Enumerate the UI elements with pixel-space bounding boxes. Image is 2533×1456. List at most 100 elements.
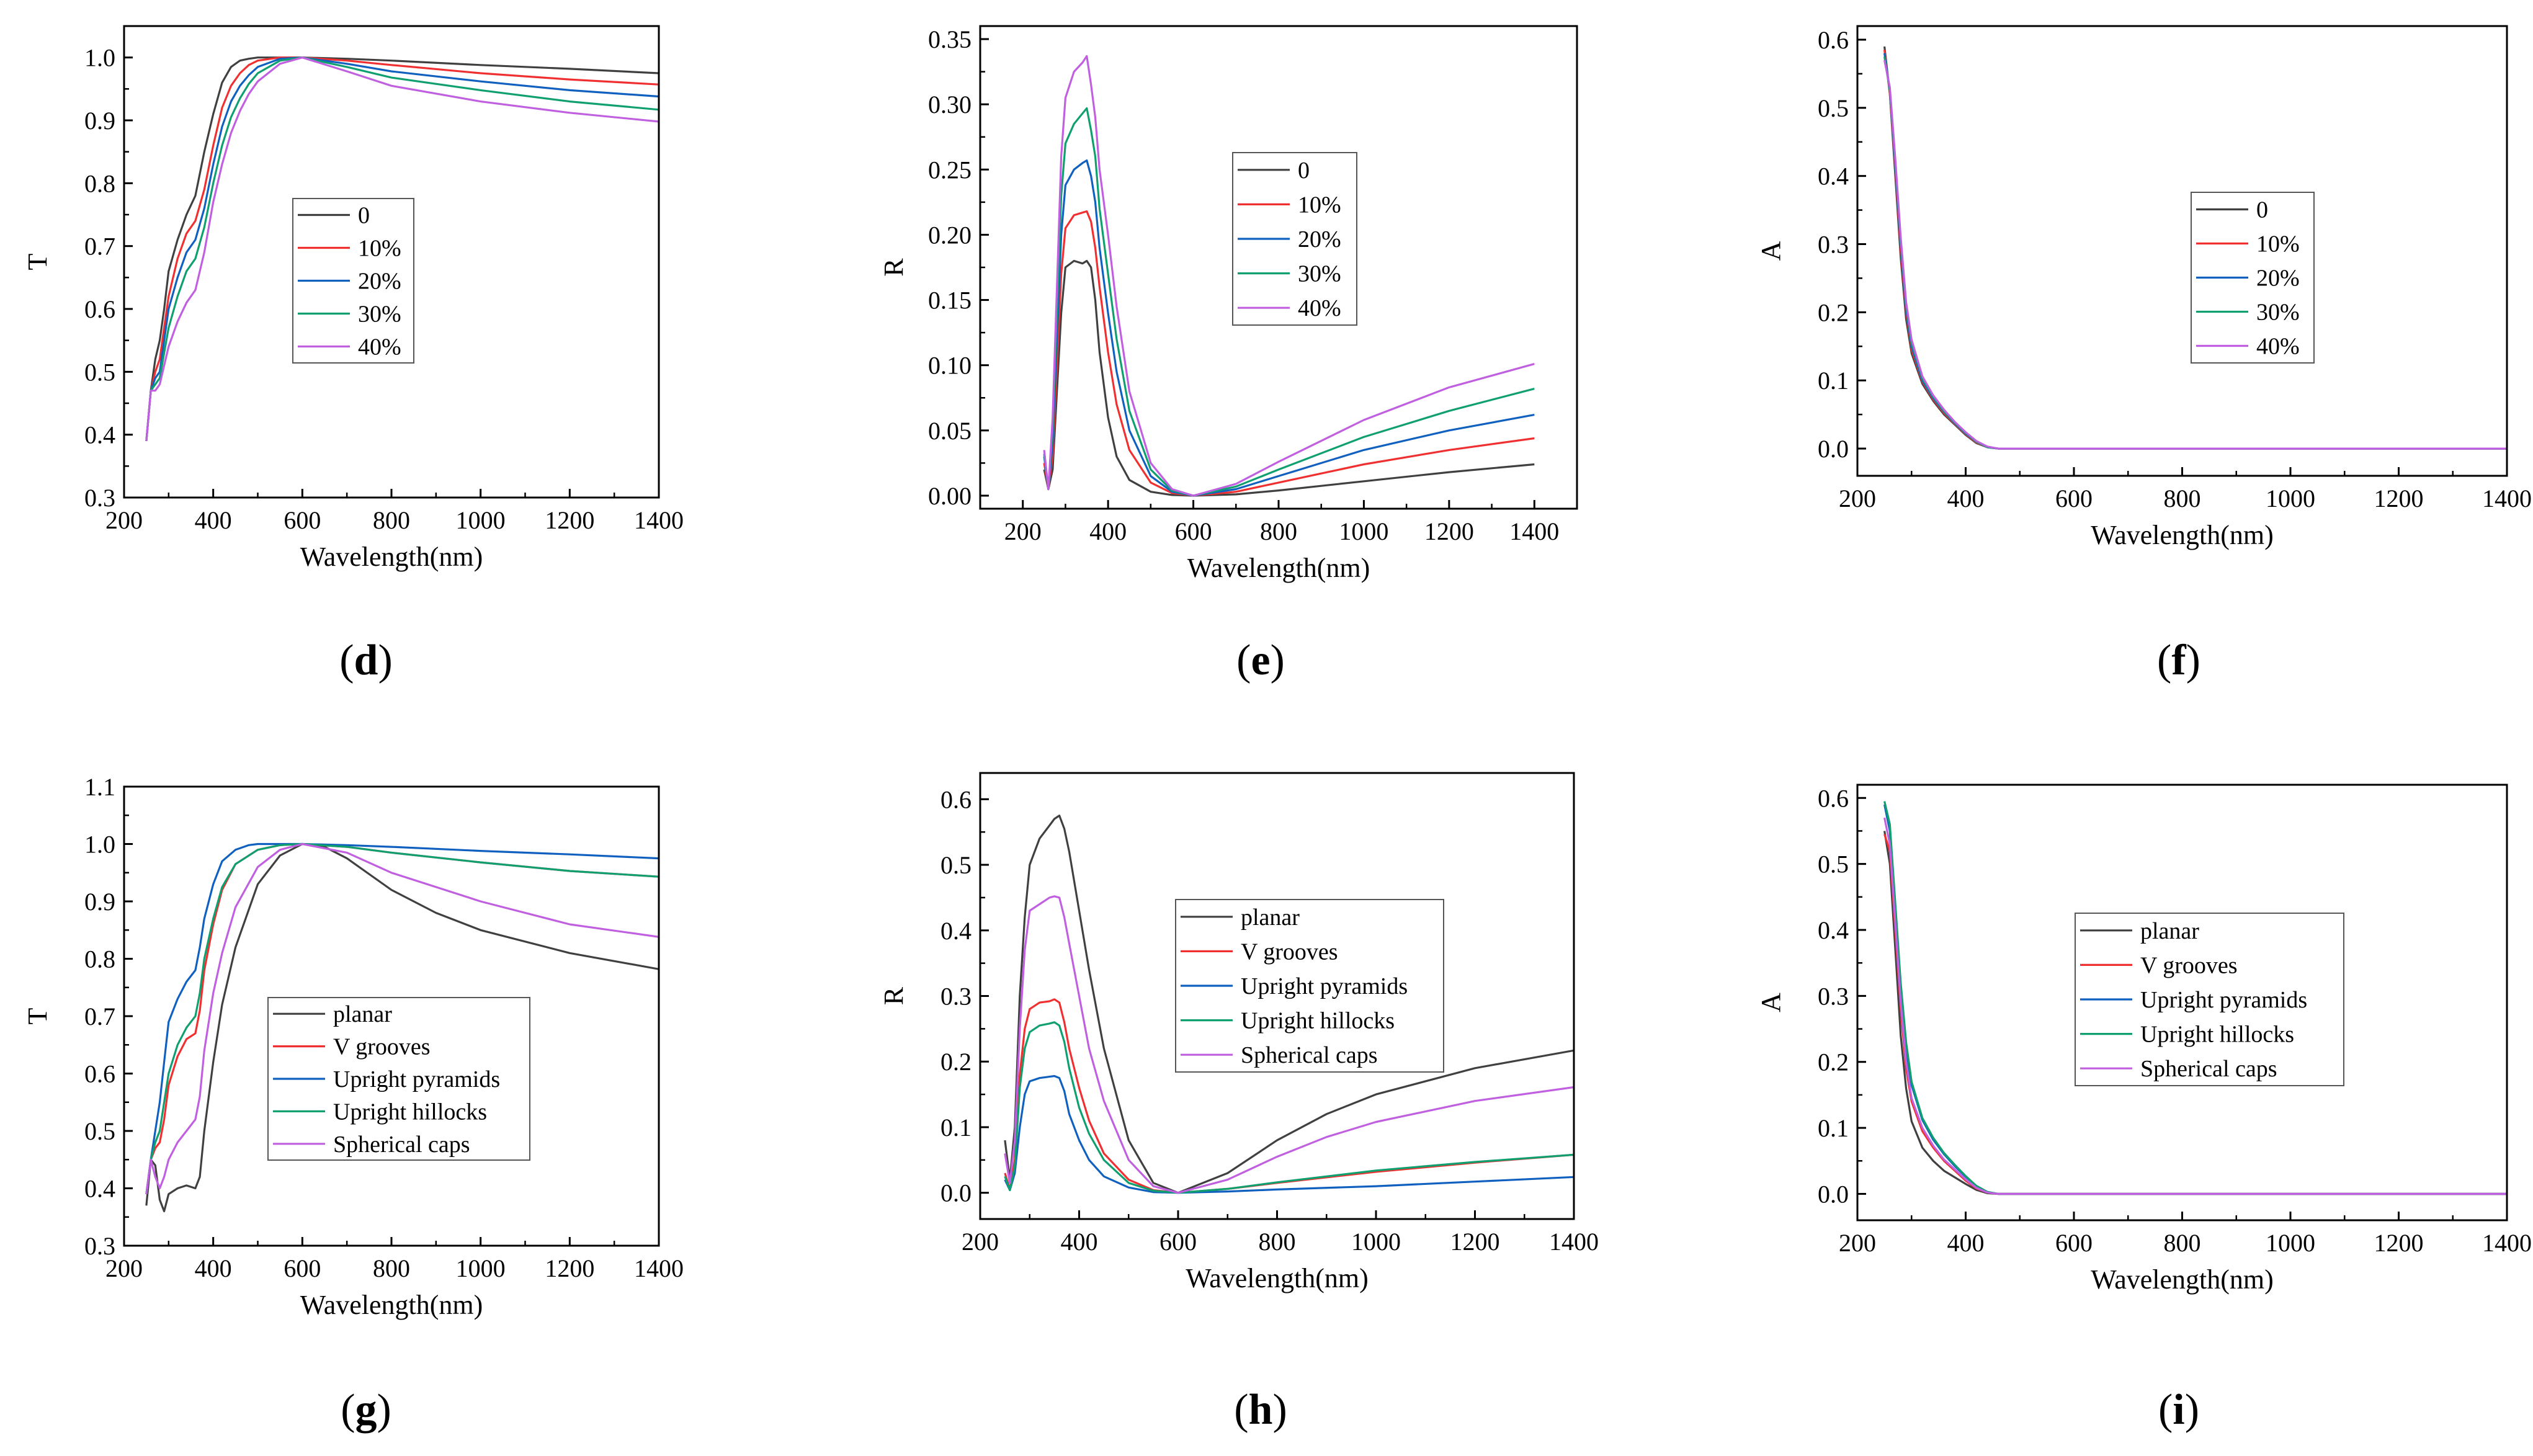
y-tick-label-e-6: 0.30 xyxy=(928,91,972,118)
y-tick-label-d-6: 0.9 xyxy=(84,107,115,135)
x-tick-label-i-2: 600 xyxy=(2055,1229,2093,1257)
x-axis-title-e: Wavelength(nm) xyxy=(1187,553,1370,583)
series-line-d-2 xyxy=(145,56,659,441)
chart-panel-g: 200 400 600 800 1000 1200 1400 0.3 0.4 0.5 0.6 0.7 0… xyxy=(22,773,684,1434)
y-tick-label-h-6: 0.6 xyxy=(940,785,972,813)
x-axis-title-f: Wavelength(nm) xyxy=(2091,520,2274,550)
x-tick-label-f-0: 200 xyxy=(1839,485,1876,512)
x-tick-label-i-6: 1400 xyxy=(2482,1229,2532,1257)
x-tick-label-h-0: 200 xyxy=(962,1228,999,1256)
chart-panel-h: 200 400 600 800 1000 1200 1400 0.0 0.1 0.2 0.3 0.4 0… xyxy=(878,772,1599,1434)
series-line-e-2 xyxy=(1043,159,1535,497)
y-tick-label-g-7: 1.0 xyxy=(84,831,115,859)
legend-label-g-1: V grooves xyxy=(333,1034,431,1060)
legend-label-g-3: Upright hillocks xyxy=(333,1099,487,1125)
x-tick-label-e-4: 1000 xyxy=(1339,517,1388,545)
legend-label-e-4: 40% xyxy=(1298,295,1341,321)
series-line-d-1 xyxy=(145,56,659,441)
legend-label-e-1: 10% xyxy=(1298,192,1341,218)
x-axis-title-i: Wavelength(nm) xyxy=(2091,1264,2274,1295)
y-tick-label-e-2: 0.10 xyxy=(928,352,972,380)
x-tick-label-d-4: 1000 xyxy=(456,506,506,534)
series-line-g-0 xyxy=(145,842,659,1213)
y-tick-label-h-2: 0.2 xyxy=(940,1048,972,1076)
y-tick-label-g-3: 0.6 xyxy=(84,1060,115,1088)
x-axis-title-h: Wavelength(nm) xyxy=(1186,1263,1369,1293)
x-tick-label-g-6: 1400 xyxy=(634,1254,684,1282)
y-tick-label-i-6: 0.6 xyxy=(1818,784,1849,812)
legend-label-d-4: 40% xyxy=(358,334,401,360)
x-tick-label-e-5: 1200 xyxy=(1424,517,1474,545)
y-tick-label-g-8: 1.1 xyxy=(84,773,115,801)
x-tick-label-g-2: 600 xyxy=(284,1254,321,1282)
x-tick-label-h-6: 1400 xyxy=(1549,1228,1599,1256)
series-line-e-1 xyxy=(1043,210,1535,497)
x-tick-label-g-3: 800 xyxy=(373,1254,410,1282)
x-tick-label-f-1: 400 xyxy=(1947,485,1985,512)
x-tick-label-d-0: 200 xyxy=(105,506,143,534)
chart-panel-i: 200 400 600 800 1000 1200 1400 0.0 0.1 0.2 0.3 0.4 0… xyxy=(1756,784,2532,1434)
panel-label-g: (g) xyxy=(341,1386,391,1434)
x-axis-title-d: Wavelength(nm) xyxy=(300,542,483,572)
legend-label-h-3: Upright hillocks xyxy=(1241,1008,1395,1034)
y-tick-label-g-6: 0.9 xyxy=(84,888,115,916)
legend-label-d-1: 10% xyxy=(358,236,401,262)
y-axis-title-d: T xyxy=(22,253,53,270)
legend-label-f-0: 0 xyxy=(2256,197,2268,223)
legend-label-h-4: Spherical caps xyxy=(1241,1042,1378,1068)
y-tick-label-h-5: 0.5 xyxy=(940,851,972,879)
x-tick-label-h-1: 400 xyxy=(1061,1228,1098,1256)
legend-label-h-2: Upright pyramids xyxy=(1241,973,1408,999)
x-tick-label-d-2: 600 xyxy=(284,506,321,534)
legend-label-e-0: 0 xyxy=(1298,158,1310,184)
legend-label-i-2: Upright pyramids xyxy=(2140,987,2307,1013)
x-tick-label-e-0: 200 xyxy=(1004,517,1042,545)
y-tick-label-h-0: 0.0 xyxy=(940,1179,972,1207)
y-tick-label-f-6: 0.6 xyxy=(1818,26,1849,54)
series-line-g-2 xyxy=(145,842,659,1195)
x-tick-label-d-5: 1200 xyxy=(545,506,594,534)
x-tick-label-e-3: 800 xyxy=(1260,517,1297,545)
y-tick-label-g-1: 0.4 xyxy=(84,1175,115,1203)
x-tick-label-e-6: 1400 xyxy=(1509,517,1559,545)
legend-label-e-2: 20% xyxy=(1298,226,1341,252)
x-tick-label-g-1: 400 xyxy=(195,1254,232,1282)
plot-frame-f xyxy=(1856,25,2508,477)
legend-label-d-3: 30% xyxy=(358,301,401,328)
y-tick-label-h-3: 0.3 xyxy=(940,983,972,1011)
y-tick-label-g-4: 0.7 xyxy=(84,1003,115,1030)
series-line-h-4 xyxy=(1004,895,1574,1194)
y-axis-title-f: A xyxy=(1756,241,1786,261)
legend-label-e-3: 30% xyxy=(1298,261,1341,287)
legend-label-i-3: Upright hillocks xyxy=(2140,1022,2294,1048)
y-tick-label-f-3: 0.3 xyxy=(1818,231,1849,259)
x-tick-label-d-3: 800 xyxy=(373,506,410,534)
legend-label-d-0: 0 xyxy=(358,203,370,229)
x-tick-label-h-4: 1000 xyxy=(1351,1228,1401,1256)
legend-label-f-2: 20% xyxy=(2256,266,2300,292)
y-tick-label-i-0: 0.0 xyxy=(1818,1180,1849,1208)
series-line-e-0 xyxy=(1043,259,1535,497)
y-axis-title-e: R xyxy=(878,258,909,277)
y-tick-label-f-2: 0.2 xyxy=(1818,298,1849,326)
x-tick-label-e-2: 600 xyxy=(1175,517,1212,545)
x-tick-label-g-4: 1000 xyxy=(456,1254,506,1282)
x-tick-label-f-4: 1000 xyxy=(2266,485,2315,512)
legend-label-f-4: 40% xyxy=(2256,334,2300,360)
series-line-e-4 xyxy=(1043,55,1535,497)
legend-label-f-3: 30% xyxy=(2256,300,2300,326)
legend-label-g-0: planar xyxy=(333,1001,392,1027)
series-line-h-3 xyxy=(1004,1021,1574,1194)
legend-label-h-1: V grooves xyxy=(1241,939,1338,965)
chart-panel-f: 200 400 600 800 1000 1200 1400 0.0 0.1 0.2 0.3 0.4 0… xyxy=(1756,25,2532,684)
y-axis-title-g: T xyxy=(22,1007,53,1024)
legend-label-f-1: 10% xyxy=(2256,231,2300,257)
y-tick-label-e-7: 0.35 xyxy=(928,25,972,53)
series-line-h-2 xyxy=(1004,1074,1574,1194)
y-tick-label-e-3: 0.15 xyxy=(928,287,972,315)
legend-label-d-2: 20% xyxy=(358,269,401,295)
series-line-g-3 xyxy=(145,842,659,1195)
legend-label-i-4: Spherical caps xyxy=(2140,1056,2277,1082)
